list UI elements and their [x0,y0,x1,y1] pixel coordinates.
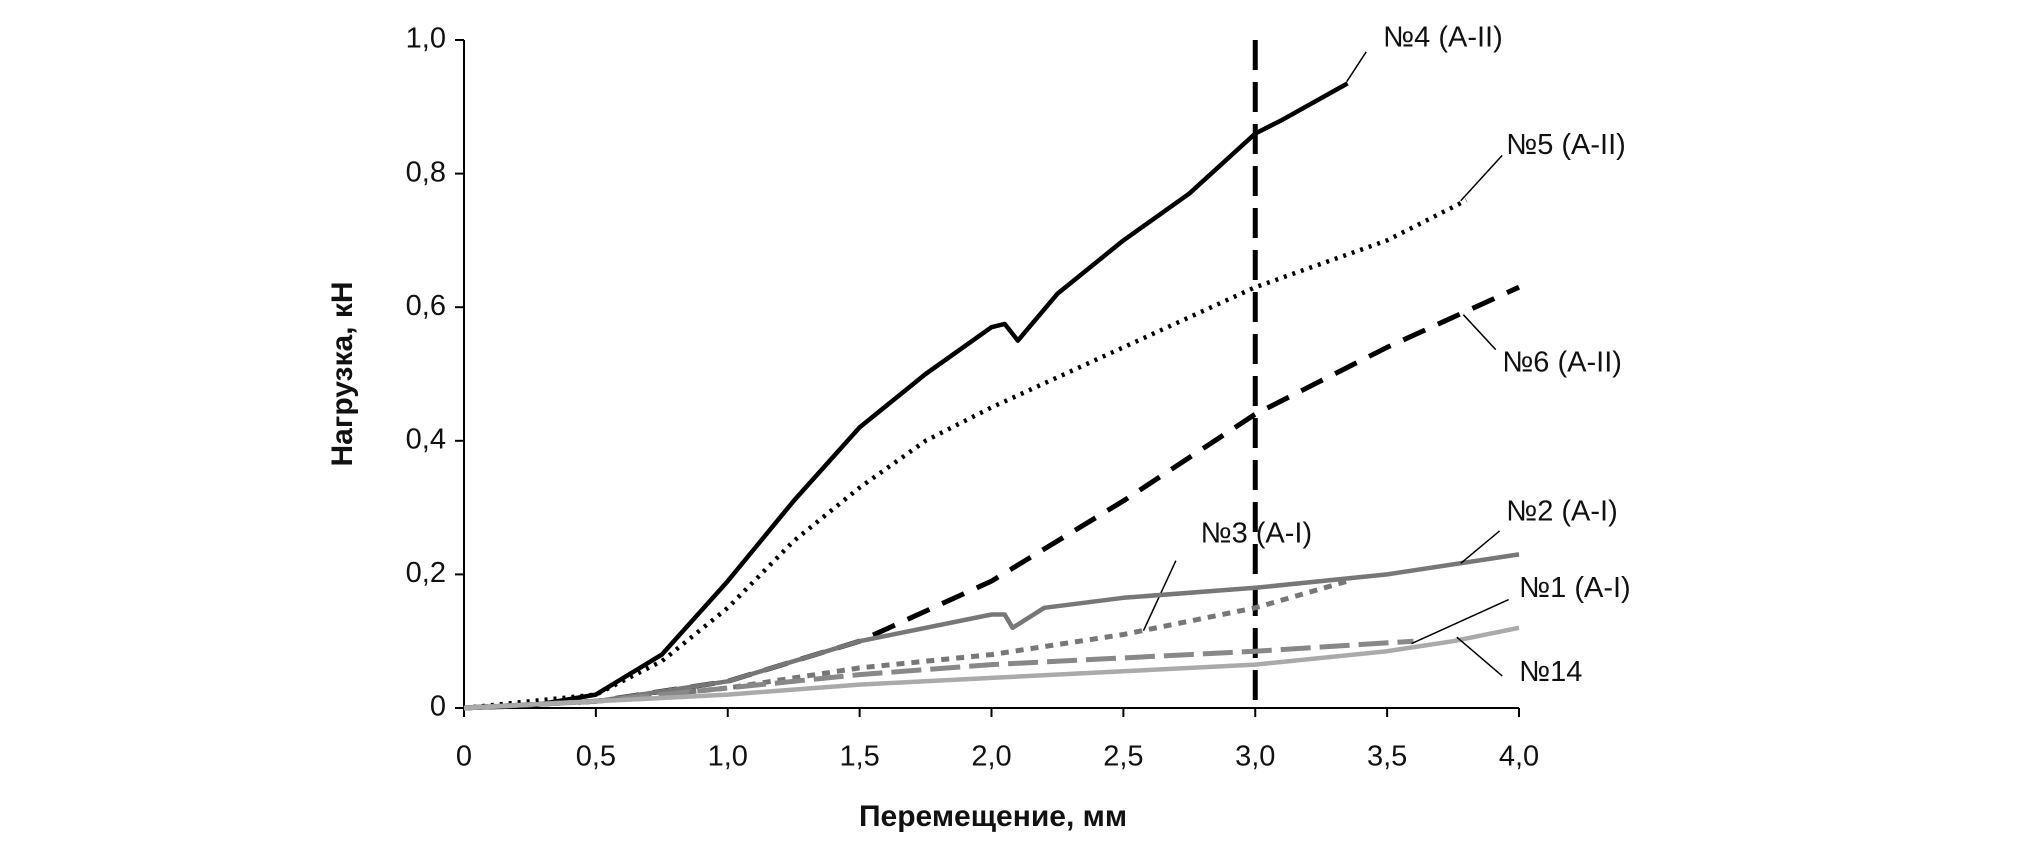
label-leader [1462,314,1497,351]
x-tick-label: 2,0 [971,741,1011,773]
y-axis-title: Нагрузка, кН [326,281,359,466]
y-tick-label: 0 [430,691,446,723]
series-line [463,638,1414,711]
label-leader [1346,51,1367,82]
series-label: №3 (A-I) [1200,517,1312,549]
x-tick-label: 0,5 [576,741,616,773]
y-tick-label: 0,2 [406,557,446,589]
series-label: №5 (A-II) [1506,129,1626,161]
label-leader [1456,636,1503,677]
x-tick-label: 0 [456,741,472,773]
x-tick-label: 3,5 [1367,741,1407,773]
y-tick-label: 1,0 [406,23,446,55]
series-label: №1 (A-I) [1519,572,1631,604]
x-tick-label: 3,0 [1235,741,1275,773]
series-label: №4 (A-II) [1383,22,1503,54]
series-line [463,578,1349,711]
y-tick-label: 0,4 [406,423,446,455]
series-line [463,284,1521,711]
y-tick-label: 0,6 [406,290,446,322]
x-axis-title: Перемещение, мм [859,800,1127,833]
y-tick-label: 0,8 [406,156,446,188]
series-label: №2 (A-I) [1506,495,1618,527]
series-label: №6 (A-II) [1502,347,1622,379]
series-line [463,625,1520,711]
series-line [463,552,1520,711]
x-tick-label: 1,0 [708,741,748,773]
label-leader [1460,530,1501,564]
series-label: №14 [1519,656,1582,688]
x-tick-label: 2,5 [1103,741,1143,773]
label-leader [1460,154,1503,202]
x-tick-label: 1,5 [839,741,879,773]
x-tick-label: 4,0 [1499,741,1539,773]
series-line [463,81,1349,711]
series-line [463,198,1468,711]
label-leader [1411,598,1509,645]
